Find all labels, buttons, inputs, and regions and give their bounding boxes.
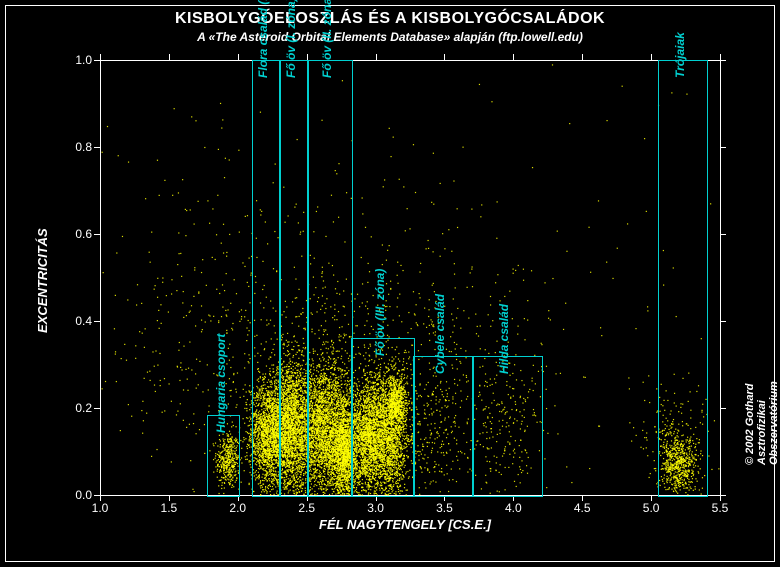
region-label: Hungaria csoport xyxy=(214,333,228,432)
region-cybele-csal-d xyxy=(413,356,474,497)
region-tr-jaiak xyxy=(658,60,708,497)
chart-subtitle: A «The Asteroid Orbital Elements Databas… xyxy=(0,30,780,44)
scatter-plot: 1.01.52.02.53.03.54.04.55.05.50.00.20.40… xyxy=(80,55,730,525)
region-f-v-ii-z-na- xyxy=(307,60,353,497)
region-label: Fő öv (III. zóna) xyxy=(373,269,387,356)
region-label: Fő öv (I. zóna) xyxy=(284,0,298,78)
region-label: Cybele család xyxy=(433,294,447,374)
region-flora-csal-d-i-11- xyxy=(252,60,282,497)
region-f-v-i-z-na- xyxy=(279,60,309,497)
copyright-text: © 2002 Gothard Asztrofizikai Obszervatór… xyxy=(744,381,780,465)
region-label: Flora család (i < 11°) xyxy=(256,0,270,78)
region-label: Hilda család xyxy=(497,304,511,374)
region-hilda-csal-d xyxy=(472,356,543,497)
y-axis-title: EXCENTRICITÁS xyxy=(35,228,50,333)
region-label: Trójaiak xyxy=(673,32,687,78)
region-f-v-iii-z-na- xyxy=(351,338,415,497)
chart-title: KISBOLYGÓELOSZLÁS ÉS A KISBOLYGÓCSALÁDOK xyxy=(0,10,780,28)
region-label: Fő öv (II. zóna) xyxy=(320,0,334,78)
